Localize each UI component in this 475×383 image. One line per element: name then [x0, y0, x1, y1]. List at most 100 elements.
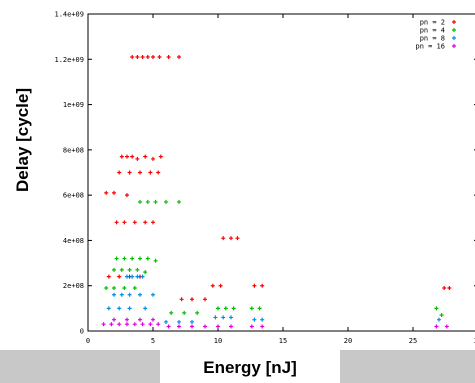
point: [117, 170, 122, 175]
point: [156, 170, 161, 175]
point: [229, 324, 233, 329]
point: [260, 317, 265, 322]
legend-label: pn = 2: [420, 19, 445, 27]
legend-label: pn = 16: [415, 43, 445, 51]
point: [213, 315, 218, 320]
x-tick-label: 15: [279, 337, 287, 345]
point: [143, 220, 148, 225]
point: [156, 322, 161, 327]
point: [444, 324, 449, 329]
point: [127, 170, 132, 175]
point: [257, 306, 262, 311]
footer-gap: [160, 350, 340, 383]
y-tick-label: 1e+09: [63, 101, 84, 109]
point: [122, 220, 127, 225]
point: [125, 317, 129, 322]
x-tick-label: 30: [474, 337, 475, 345]
point: [117, 306, 122, 311]
point: [135, 156, 140, 161]
point: [130, 154, 135, 159]
point: [437, 317, 441, 322]
point: [138, 199, 142, 204]
point: [164, 319, 168, 324]
x-tick-label: 0: [86, 337, 90, 345]
point: [229, 236, 233, 241]
point: [223, 306, 228, 311]
legend-marker: [452, 20, 456, 24]
point: [166, 55, 171, 60]
point: [122, 256, 127, 261]
point: [106, 274, 111, 279]
point: [177, 324, 181, 329]
point: [122, 285, 127, 290]
point: [151, 156, 155, 161]
point: [125, 154, 129, 159]
y-tick-label: 6e+08: [63, 192, 84, 200]
y-tick-label: 0: [80, 328, 84, 336]
legend-label: pn = 8: [420, 35, 445, 43]
y-tick-label: 8e+08: [63, 146, 84, 154]
point: [157, 55, 162, 60]
point: [143, 306, 148, 311]
point: [132, 220, 137, 225]
point: [231, 306, 236, 311]
point: [434, 324, 439, 329]
y-tick-label: 2e+08: [63, 282, 84, 290]
point: [135, 274, 140, 279]
point: [112, 285, 116, 290]
point: [177, 55, 181, 60]
point: [125, 322, 129, 327]
point: [119, 267, 124, 272]
y-tick-label: 4e+08: [63, 237, 84, 245]
point: [112, 292, 116, 297]
point: [117, 274, 122, 279]
point: [117, 322, 122, 327]
point: [125, 193, 129, 198]
point: [140, 322, 145, 327]
point: [104, 285, 109, 290]
point: [447, 285, 452, 290]
legend-marker: [452, 36, 456, 40]
point: [130, 55, 135, 60]
point: [151, 55, 155, 60]
point: [260, 324, 265, 329]
footer-bar: [340, 350, 475, 383]
point: [252, 283, 257, 288]
legend-label: pn = 4: [420, 27, 445, 35]
point: [442, 285, 447, 290]
point: [151, 292, 155, 297]
y-tick-label: 1.4e+09: [54, 11, 84, 19]
point: [252, 317, 257, 322]
point: [153, 199, 158, 204]
point: [179, 297, 184, 302]
point: [101, 322, 106, 327]
point: [177, 319, 181, 324]
point: [177, 199, 181, 204]
point: [221, 236, 226, 241]
point: [158, 154, 163, 159]
point: [106, 306, 111, 311]
point: [143, 270, 148, 275]
point: [132, 322, 137, 327]
point: [140, 55, 145, 60]
point: [145, 55, 150, 60]
point: [143, 154, 148, 159]
point: [125, 274, 129, 279]
point: [203, 297, 207, 302]
y-tick-label: 1.2e+09: [54, 56, 84, 64]
point: [114, 220, 119, 225]
point: [145, 256, 150, 261]
point: [112, 317, 116, 322]
x-tick-label: 10: [214, 337, 222, 345]
point: [151, 317, 155, 322]
point: [190, 297, 194, 302]
point: [138, 170, 142, 175]
point: [216, 306, 220, 311]
point: [119, 292, 124, 297]
plot-frame: [87, 13, 475, 332]
point: [135, 267, 140, 272]
point: [210, 283, 215, 288]
point: [112, 190, 116, 195]
x-tick-label: 25: [409, 337, 417, 345]
